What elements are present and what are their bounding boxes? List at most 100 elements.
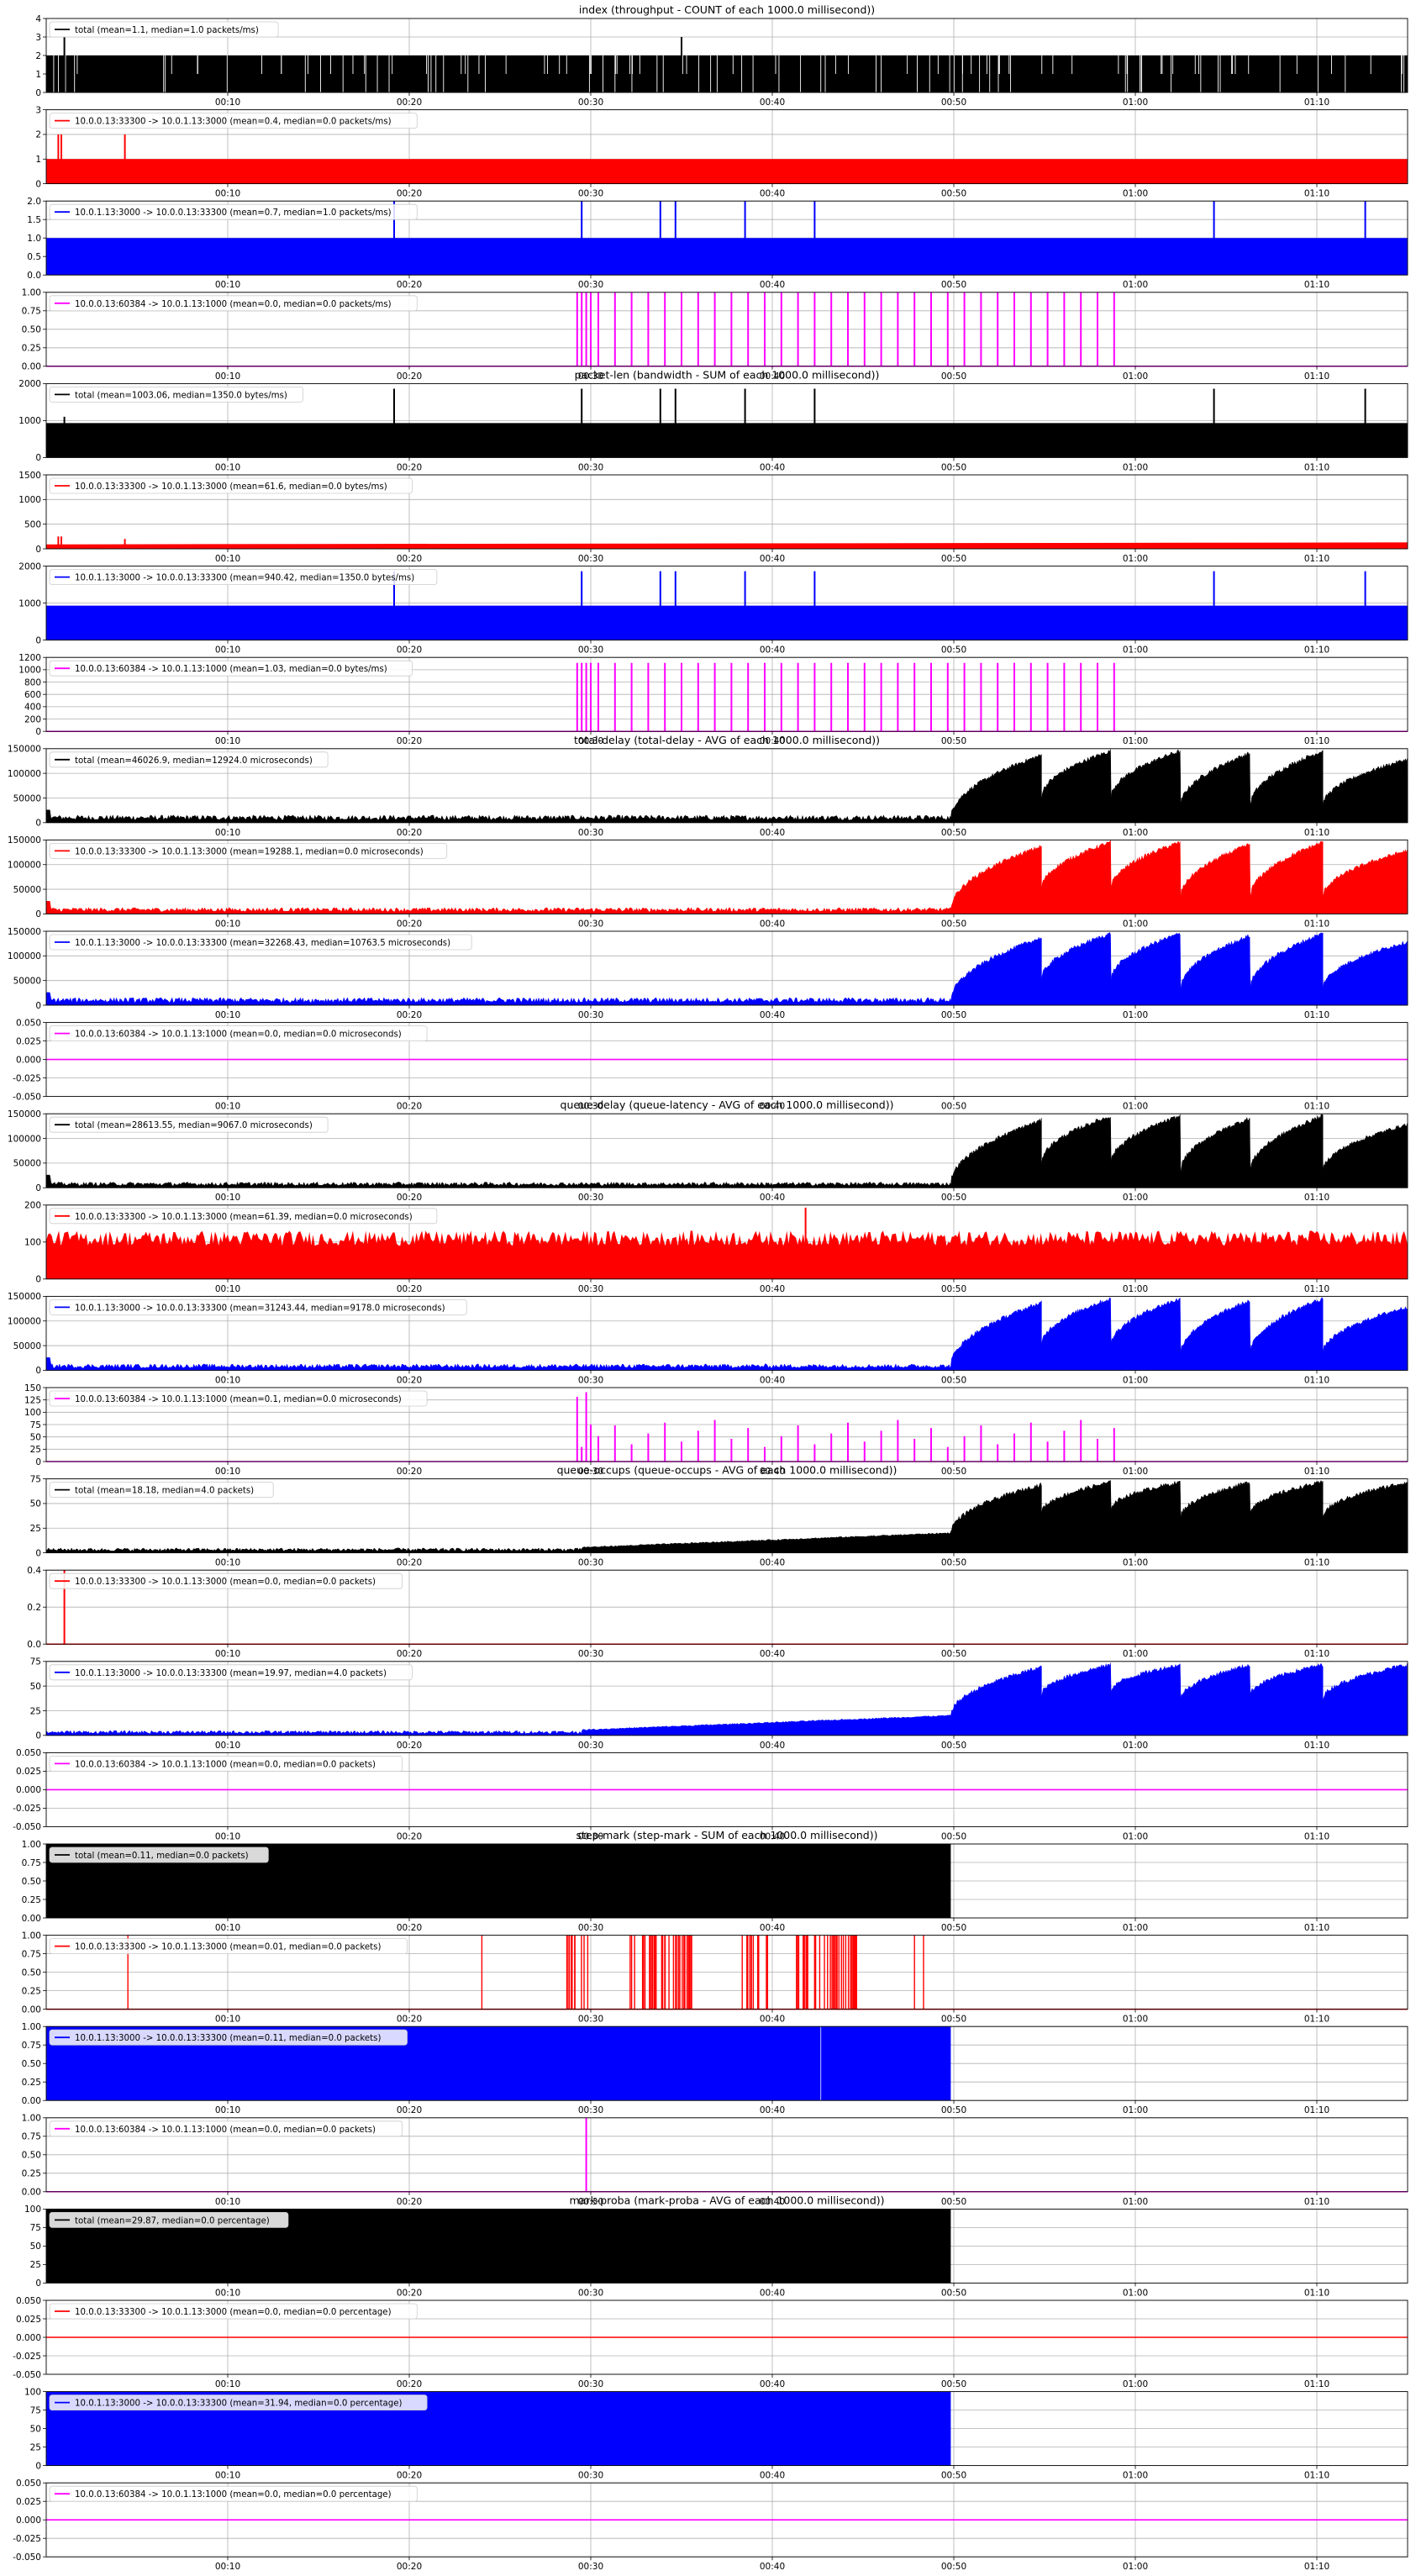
x-tick-label: 01:10 [1304, 462, 1329, 472]
y-tick-label: 0 [35, 635, 41, 645]
x-tick-label: 01:00 [1123, 1467, 1148, 1477]
y-tick-label: 1.5 [27, 215, 41, 225]
x-tick-label: 00:10 [215, 280, 240, 290]
series-black [46, 388, 1408, 458]
y-tick-label: 2000 [18, 561, 41, 572]
x-tick-label: 01:10 [1304, 736, 1329, 746]
y-tick-label: 75 [30, 1420, 41, 1430]
x-tick-label: 01:10 [1304, 2105, 1329, 2115]
x-tick-label: 00:40 [760, 2197, 785, 2207]
x-tick-label: 00:40 [760, 1102, 785, 1112]
x-tick-label: 00:30 [578, 645, 603, 656]
legend-label: 10.0.0.13:60384 -> 10.0.1.13:1000 (mean=… [75, 1760, 376, 1769]
x-tick-label: 00:20 [397, 2562, 422, 2572]
legend-box [49, 843, 448, 859]
legend-label: total (mean=1003.06, median=1350.0 bytes… [75, 391, 287, 400]
y-tick-label: 1000 [18, 666, 41, 676]
data-area [45, 1662, 1408, 1736]
legend-label: 10.0.0.13:60384 -> 10.0.1.13:1000 (mean=… [75, 2490, 392, 2500]
y-tick-label: 0.000 [16, 2333, 41, 2343]
y-tick-label: 150000 [8, 1109, 41, 1119]
x-tick-label: 00:40 [760, 280, 785, 290]
x-tick-label: 00:10 [215, 97, 240, 108]
data-area [45, 840, 1408, 914]
legend: total (mean=29.87, median=0.0 percentage… [49, 2211, 289, 2228]
x-tick-label: 00:50 [941, 736, 966, 746]
x-tick-label: 01:10 [1304, 280, 1329, 290]
y-tick-label: 2.0 [27, 197, 41, 207]
legend-label: 10.0.0.13:60384 -> 10.0.1.13:1000 (mean=… [75, 1395, 402, 1404]
y-tick-label: 100000 [8, 951, 41, 961]
x-tick-label: 00:30 [578, 2562, 603, 2572]
legend-box [49, 386, 304, 403]
x-tick-label: 00:40 [760, 1375, 785, 1385]
x-tick-label: 00:50 [941, 371, 966, 382]
legend: 10.0.0.13:33300 -> 10.0.1.13:3000 (mean=… [49, 113, 418, 129]
y-tick-label: 0 [35, 819, 41, 829]
x-tick-label: 01:00 [1123, 2015, 1148, 2025]
x-tick-label: 00:40 [760, 2288, 785, 2298]
subplot-10: 0 50000 100000 150000 00:10 00:20 00:30 00:40 00… [8, 835, 1408, 929]
y-tick-label: -0.025 [13, 1073, 41, 1083]
legend-label: 10.0.0.13:33300 -> 10.0.1.13:3000 (mean=… [75, 1213, 413, 1222]
x-tick-label: 00:30 [578, 462, 603, 472]
x-tick-label: 00:30 [578, 2288, 603, 2298]
x-tick-label: 01:10 [1304, 2471, 1329, 2481]
x-tick-label: 00:20 [397, 462, 422, 472]
y-tick-label: 100 [24, 1238, 41, 1248]
legend-box [49, 1755, 403, 1772]
legend: 10.0.1.13:3000 -> 10.0.0.13:33300 (mean=… [49, 2029, 408, 2046]
y-tick-label: 1.00 [22, 2022, 41, 2032]
legend-label: 10.0.0.13:33300 -> 10.0.1.13:3000 (mean=… [75, 847, 424, 856]
y-tick-label: 0.00 [22, 2188, 41, 2198]
x-tick-label: 00:20 [397, 2105, 422, 2115]
x-tick-label: 01:10 [1304, 2562, 1329, 2572]
x-tick-label: 00:30 [578, 736, 603, 746]
x-tick-label: 00:50 [941, 1284, 966, 1294]
x-tick-label: 01:10 [1304, 189, 1329, 199]
subplot-4: 0.00 0.25 0.50 0.75 1.00 00:10 00:20 00:30 00:40… [22, 288, 1408, 382]
legend-label: total (mean=28613.55, median=9067.0 micr… [75, 1121, 313, 1130]
y-tick-label: 1.00 [22, 1931, 41, 1941]
y-tick-label: 75 [30, 1657, 41, 1667]
y-tick-label: 3 [35, 33, 41, 43]
legend: 10.0.0.13:33300 -> 10.0.1.13:3000 (mean=… [49, 1938, 408, 1955]
y-tick-label: 1000 [18, 495, 41, 505]
y-tick-label: 100 [24, 2387, 41, 2397]
x-tick-label: 00:20 [397, 1649, 422, 1659]
x-tick-label: 00:10 [215, 189, 240, 199]
legend: 10.0.0.13:60384 -> 10.0.1.13:1000 (mean=… [49, 1390, 428, 1407]
x-tick-label: 00:50 [941, 1831, 966, 1841]
x-tick-label: 01:10 [1304, 1467, 1329, 1477]
y-tick-label: 0.75 [22, 1858, 41, 1868]
legend: 10.0.1.13:3000 -> 10.0.0.13:33300 (mean=… [49, 569, 438, 585]
legend: 10.0.0.13:60384 -> 10.0.1.13:1000 (mean=… [49, 660, 413, 677]
y-tick-label: 500 [24, 519, 41, 529]
x-tick-label: 00:40 [760, 645, 785, 656]
y-tick-label: 400 [24, 703, 41, 713]
y-tick-label: 75 [30, 2223, 41, 2233]
x-tick-label: 00:50 [941, 280, 966, 290]
series-blue [46, 201, 1408, 276]
y-tick-label: 1.00 [22, 288, 41, 298]
subplot-23: 0.00 0.25 0.50 0.75 1.00 00:10 00:20 00:30 00:40… [22, 2022, 1408, 2115]
legend: total (mean=0.11, median=0.0 packets) [49, 1846, 269, 1863]
x-tick-label: 00:40 [760, 462, 785, 472]
data-area [45, 1297, 1408, 1371]
y-tick-label: 0.25 [22, 1895, 41, 1905]
legend-label: total (mean=18.18, median=4.0 packets) [75, 1487, 254, 1496]
y-tick-label: 100000 [8, 1134, 41, 1144]
x-tick-label: 01:00 [1123, 1649, 1148, 1659]
y-tick-label: 0 [35, 2461, 41, 2471]
legend-box [49, 21, 279, 38]
legend-box [49, 2120, 403, 2137]
series-red [46, 1935, 1408, 2010]
x-tick-label: 01:10 [1304, 1831, 1329, 1841]
legend: total (mean=1003.06, median=1350.0 bytes… [49, 386, 304, 403]
x-tick-label: 00:20 [397, 645, 422, 656]
subplot-17: queue-occups (queue-occups - AVG of each… [30, 1464, 1408, 1568]
axes-frame [45, 474, 1408, 550]
subplot-15: 0 50000 100000 150000 00:10 00:20 00:30 00:40 00… [8, 1292, 1408, 1385]
x-tick-label: 01:00 [1123, 2562, 1148, 2572]
x-tick-label: 00:20 [397, 189, 422, 199]
